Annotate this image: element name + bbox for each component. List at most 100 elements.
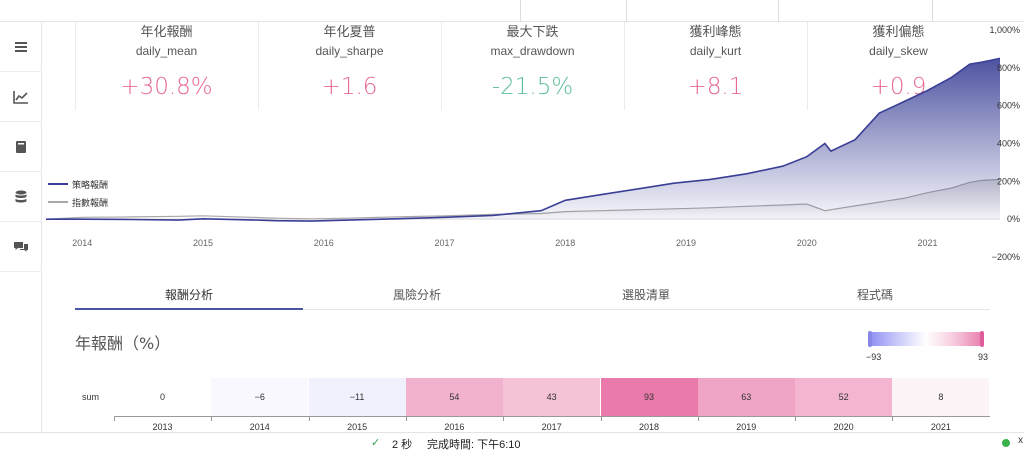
y-tick-label: −200%	[992, 252, 1020, 262]
menu-button[interactable]	[0, 22, 42, 72]
heatmap-tick	[795, 417, 797, 421]
strategy-area	[46, 58, 1000, 222]
strategy-line	[46, 57, 1001, 222]
metric-title: 年化夏普	[323, 24, 376, 39]
metric-value: +8.1	[687, 74, 744, 100]
metric-divider	[807, 22, 808, 110]
book-icon	[16, 140, 26, 153]
x-tick-label: 2014	[72, 238, 92, 248]
hamburger-icon	[15, 41, 27, 52]
heatmap-tick	[114, 417, 115, 421]
sidebar-item-chat[interactable]	[0, 222, 42, 272]
heatmap-cell[interactable]: 0	[114, 378, 211, 416]
heatmap-tick	[503, 417, 505, 421]
y-tick-label: 200%	[997, 176, 1020, 186]
sidebar-item-database[interactable]	[0, 172, 42, 222]
y-tick-label: 600%	[997, 101, 1020, 111]
metric-key: daily_mean	[135, 44, 198, 58]
sidebar-item-book[interactable]	[0, 122, 42, 172]
metric-divider	[258, 22, 259, 110]
chat-icon	[14, 241, 28, 252]
line-chart-icon	[13, 90, 28, 104]
legend-item-strategy[interactable]: 策略報酬	[48, 175, 108, 193]
color-scale: −93 93	[866, 331, 988, 362]
scale-min-label: −93	[866, 352, 882, 362]
heatmap-year-label: 2020	[833, 422, 854, 432]
heatmap-cell[interactable]: 54	[405, 378, 503, 416]
x-tick-label: 2016	[314, 238, 334, 248]
chart-legend: 策略報酬 指數報酬	[48, 175, 108, 211]
heatmap-year-label: 2013	[152, 422, 173, 432]
x-tick-label: 2020	[797, 238, 817, 248]
metric-divider	[624, 22, 625, 110]
toolbar-divider	[626, 0, 627, 22]
metric-daily-mean: 年化報酬 daily_mean +30.8%	[75, 22, 258, 110]
metric-key: max_drawdown	[490, 44, 575, 58]
tab-risk-analysis[interactable]: 風險分析	[392, 288, 441, 302]
returns-chart: 1,000% 800% 600% 400% 200% 0% −200% 2014 2015 201…	[45, 25, 1020, 262]
metric-max-drawdown: 最大下跌 max_drawdown -21.5%	[441, 22, 624, 110]
metric-divider	[75, 22, 76, 110]
x-tick-label: 2018	[555, 238, 575, 248]
database-icon	[15, 190, 27, 202]
scale-max-label: 93	[977, 352, 988, 362]
heatmap-cell[interactable]: −6	[211, 378, 309, 416]
annual-returns-title: 年報酬（%）	[75, 334, 171, 353]
heatmap-year-label: 2017	[541, 422, 562, 432]
heatmap-tick	[600, 417, 602, 421]
legend-item-index[interactable]: 指數報酬	[48, 193, 108, 211]
tab-code[interactable]: 程式碼	[856, 288, 893, 302]
status-bar: ✓ 2 秒 完成時間: 下午6:10 x	[0, 432, 1024, 451]
x-tick-label: 2019	[676, 238, 696, 248]
metric-title: 獲利峰態	[689, 24, 742, 39]
heatmap-cell[interactable]: −11	[308, 378, 406, 416]
heatmap-tick	[211, 417, 213, 421]
metric-value: +30.8%	[120, 74, 213, 100]
heatmap-year-label: 2019	[736, 422, 757, 432]
metric-key: daily_skew	[869, 44, 928, 58]
color-scale-bar[interactable]	[868, 331, 984, 347]
metric-daily-sharpe: 年化夏普 daily_sharpe +1.6	[258, 22, 441, 110]
toolbar-divider	[520, 0, 521, 22]
legend-swatch	[48, 183, 68, 185]
heatmap-cell[interactable]: 63	[697, 378, 795, 416]
heatmap-tick	[697, 417, 699, 421]
tab-return-analysis[interactable]: 報酬分析	[75, 282, 303, 310]
y-tick-label: 1,000%	[989, 25, 1020, 35]
run-duration: 2 秒	[392, 439, 413, 451]
heatmap-cell[interactable]: 43	[503, 378, 601, 416]
metric-title: 獲利偏態	[872, 24, 925, 39]
heatmap-year-label: 2014	[249, 422, 270, 432]
heatmap-tick	[308, 417, 310, 421]
close-icon[interactable]: x	[1018, 435, 1023, 446]
legend-label: 策略報酬	[72, 179, 109, 190]
heatmap-cell[interactable]: 8	[892, 378, 990, 416]
sidebar	[0, 22, 42, 432]
metric-daily-skew: 獲利偏態 daily_skew +0.9	[807, 22, 990, 110]
metric-key: daily_kurt	[689, 44, 742, 58]
top-toolbar	[0, 0, 1024, 22]
y-tick-label: 800%	[997, 63, 1020, 73]
heatmap-tick	[892, 417, 894, 421]
heatmap-cell[interactable]: 93	[600, 378, 698, 416]
toolbar-divider	[932, 0, 933, 22]
x-tick-label: 2017	[434, 238, 454, 248]
heatmap-tick	[405, 417, 407, 421]
metric-divider	[441, 22, 442, 110]
heatmap-year-label: 2015	[347, 422, 368, 432]
y-tick-label: 0%	[1007, 214, 1020, 224]
toolbar-divider	[778, 0, 779, 22]
metric-daily-kurt: 獲利峰態 daily_kurt +8.1	[624, 22, 807, 110]
legend-label: 指數報酬	[72, 197, 109, 208]
legend-swatch	[48, 201, 68, 203]
heatmap-year-label: 2018	[638, 422, 660, 432]
metric-value: -21.5%	[491, 74, 574, 100]
heatmap-year-label: 2021	[930, 422, 951, 432]
heatmap-cell[interactable]: 52	[795, 378, 893, 416]
check-icon: ✓	[371, 437, 381, 449]
heatmap-year-label: 2016	[444, 422, 465, 432]
sidebar-item-chart[interactable]	[0, 72, 42, 122]
analysis-tabs: 報酬分析 風險分析 選股清單 程式碼	[75, 282, 990, 310]
tab-stock-list[interactable]: 選股清單	[621, 288, 670, 302]
completed-time: 完成時間: 下午6:10	[427, 439, 521, 451]
